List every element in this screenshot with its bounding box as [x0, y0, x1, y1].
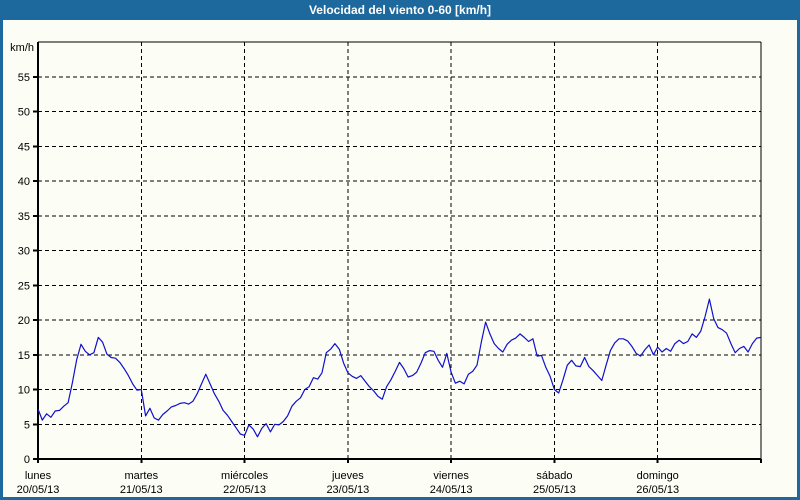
x-day-label: viernes — [433, 470, 469, 482]
y-gridlines — [38, 76, 761, 425]
y-tick-label: 50 — [18, 107, 30, 119]
y-tick-label: 20 — [18, 315, 30, 327]
x-day-label: domingo — [637, 470, 679, 482]
x-date-label: 21/05/13 — [120, 484, 163, 496]
y-tick-label: 5 — [24, 419, 30, 431]
chart-area: 0 5 10 15 20 25 30 35 40 45 50 55 lunes 20/05/13 marte… — [3, 20, 797, 497]
y-tick-label: 45 — [18, 141, 30, 153]
x-day-label: miércoles — [221, 470, 269, 482]
x-day-label: lunes — [25, 470, 52, 482]
wind-speed-chart: 0 5 10 15 20 25 30 35 40 45 50 55 lunes 20/05/13 marte… — [10, 41, 762, 496]
y-tick-label: 25 — [18, 280, 30, 292]
wind-speed-line — [37, 298, 762, 438]
x-date-label: 26/05/13 — [636, 484, 679, 496]
x-date-label: 23/05/13 — [326, 484, 369, 496]
y-tick-label: 30 — [18, 246, 30, 258]
x-date-label: 25/05/13 — [533, 484, 576, 496]
y-tick-label: 55 — [18, 72, 30, 84]
y-tick-labels: 0 5 10 15 20 25 30 35 40 45 50 55 — [18, 72, 30, 466]
x-day-label: jueves — [331, 470, 364, 482]
plot-border — [37, 41, 762, 460]
y-tick-label: 15 — [18, 350, 30, 362]
y-tick-label: 0 — [24, 454, 30, 466]
chart-title: Velocidad del viento 0-60 [km/h] — [308, 3, 492, 17]
chart-title-bar: Velocidad del viento 0-60 [km/h] — [0, 0, 800, 20]
y-tick-label: 35 — [18, 211, 30, 223]
y-axis-unit-label: km/h — [10, 42, 34, 54]
x-day-label: sábado — [536, 470, 572, 482]
x-day-label: martes — [124, 470, 158, 482]
x-date-label: 24/05/13 — [430, 484, 473, 496]
x-date-label: 20/05/13 — [17, 484, 60, 496]
y-tick-label: 10 — [18, 385, 30, 397]
y-tick-label: 40 — [18, 176, 30, 188]
x-tick-labels: lunes 20/05/13 martes 21/05/13 miércoles 22/0… — [17, 470, 680, 496]
x-date-label: 22/05/13 — [223, 484, 266, 496]
